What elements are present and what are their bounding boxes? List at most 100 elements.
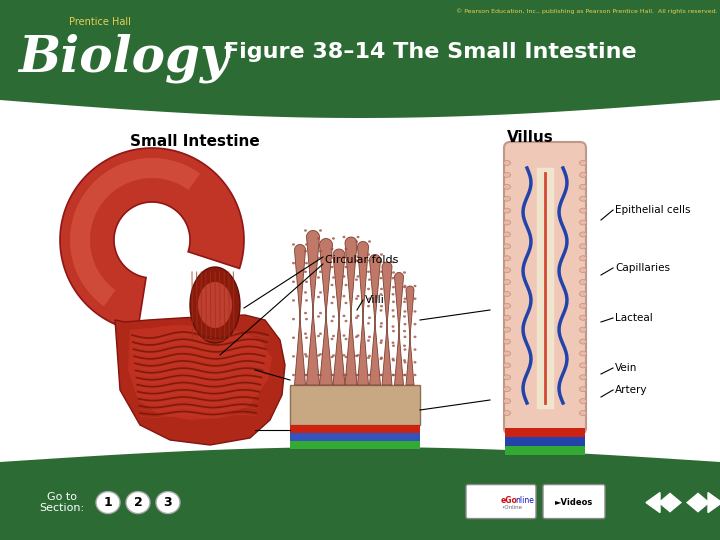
Ellipse shape (356, 315, 359, 317)
Ellipse shape (330, 266, 333, 268)
Text: Go to
Section:: Go to Section: (40, 492, 84, 514)
Ellipse shape (304, 312, 307, 314)
Text: Section 38-2: Section 38-2 (28, 113, 116, 126)
Ellipse shape (343, 315, 346, 317)
Ellipse shape (355, 316, 358, 319)
Ellipse shape (304, 333, 307, 335)
Ellipse shape (392, 277, 395, 279)
Ellipse shape (503, 363, 510, 368)
Ellipse shape (392, 301, 395, 303)
Polygon shape (345, 237, 357, 385)
Ellipse shape (413, 323, 416, 326)
Ellipse shape (355, 335, 358, 338)
Ellipse shape (330, 356, 333, 358)
Ellipse shape (580, 256, 587, 261)
Ellipse shape (503, 268, 510, 273)
Ellipse shape (380, 253, 383, 256)
Ellipse shape (380, 305, 383, 307)
Ellipse shape (305, 318, 308, 320)
Ellipse shape (319, 312, 322, 314)
Text: © Pearson Education, Inc., publishing as Pearson Prentice Hall.  All rights rese: © Pearson Education, Inc., publishing as… (456, 8, 718, 14)
Ellipse shape (580, 375, 587, 380)
Ellipse shape (580, 268, 587, 273)
Ellipse shape (355, 374, 358, 376)
Ellipse shape (305, 262, 308, 265)
Ellipse shape (368, 298, 371, 300)
Ellipse shape (356, 236, 359, 238)
Ellipse shape (368, 279, 371, 281)
Polygon shape (294, 245, 305, 385)
Text: Lacteal: Lacteal (615, 313, 653, 323)
Ellipse shape (580, 292, 587, 296)
Ellipse shape (317, 276, 320, 279)
Ellipse shape (503, 280, 510, 285)
Ellipse shape (380, 288, 383, 290)
Ellipse shape (413, 374, 416, 376)
Ellipse shape (580, 387, 587, 392)
Ellipse shape (503, 292, 510, 296)
Ellipse shape (292, 299, 295, 302)
Polygon shape (406, 286, 414, 385)
Ellipse shape (503, 303, 510, 308)
Ellipse shape (343, 275, 346, 278)
Ellipse shape (330, 302, 333, 304)
Ellipse shape (96, 491, 120, 514)
Ellipse shape (392, 374, 395, 376)
Text: 3: 3 (163, 496, 172, 509)
Ellipse shape (503, 244, 510, 249)
Polygon shape (70, 158, 200, 306)
Text: nline: nline (515, 496, 534, 505)
Ellipse shape (413, 285, 416, 287)
Ellipse shape (319, 230, 322, 232)
Polygon shape (320, 239, 333, 385)
Polygon shape (0, 100, 720, 118)
Ellipse shape (503, 220, 510, 225)
Ellipse shape (332, 256, 335, 259)
Ellipse shape (305, 243, 308, 246)
Text: Artery: Artery (615, 385, 647, 395)
Ellipse shape (343, 334, 346, 337)
Ellipse shape (367, 322, 370, 325)
Bar (505, 446, 585, 455)
Ellipse shape (503, 172, 510, 178)
Ellipse shape (292, 262, 295, 265)
Ellipse shape (403, 315, 406, 318)
Ellipse shape (413, 298, 416, 300)
Ellipse shape (403, 310, 407, 313)
Text: eGo: eGo (501, 496, 518, 505)
Polygon shape (686, 492, 710, 512)
Ellipse shape (379, 357, 382, 360)
Ellipse shape (368, 355, 371, 357)
Text: Epithelial cells: Epithelial cells (615, 205, 690, 215)
Ellipse shape (580, 303, 587, 308)
Ellipse shape (305, 374, 308, 376)
Ellipse shape (317, 354, 320, 357)
Ellipse shape (580, 339, 587, 344)
Ellipse shape (379, 341, 382, 344)
Ellipse shape (317, 296, 320, 298)
Ellipse shape (317, 315, 320, 318)
Ellipse shape (380, 356, 383, 359)
Ellipse shape (292, 355, 295, 357)
Ellipse shape (355, 355, 358, 357)
Ellipse shape (403, 374, 406, 376)
Ellipse shape (580, 280, 587, 285)
Ellipse shape (330, 320, 333, 322)
Polygon shape (358, 241, 369, 385)
Polygon shape (198, 282, 232, 328)
Bar (505, 437, 585, 446)
Ellipse shape (330, 338, 333, 340)
Ellipse shape (503, 410, 510, 415)
Polygon shape (60, 148, 244, 331)
Ellipse shape (403, 301, 406, 303)
Bar (505, 428, 585, 437)
Ellipse shape (580, 327, 587, 332)
Ellipse shape (403, 374, 407, 376)
Bar (290, 433, 420, 441)
Text: Figure 38–14 The Small Intestine: Figure 38–14 The Small Intestine (224, 42, 636, 62)
Ellipse shape (403, 285, 407, 287)
Polygon shape (646, 492, 660, 512)
Ellipse shape (332, 315, 335, 318)
Ellipse shape (319, 250, 322, 252)
Ellipse shape (580, 363, 587, 368)
